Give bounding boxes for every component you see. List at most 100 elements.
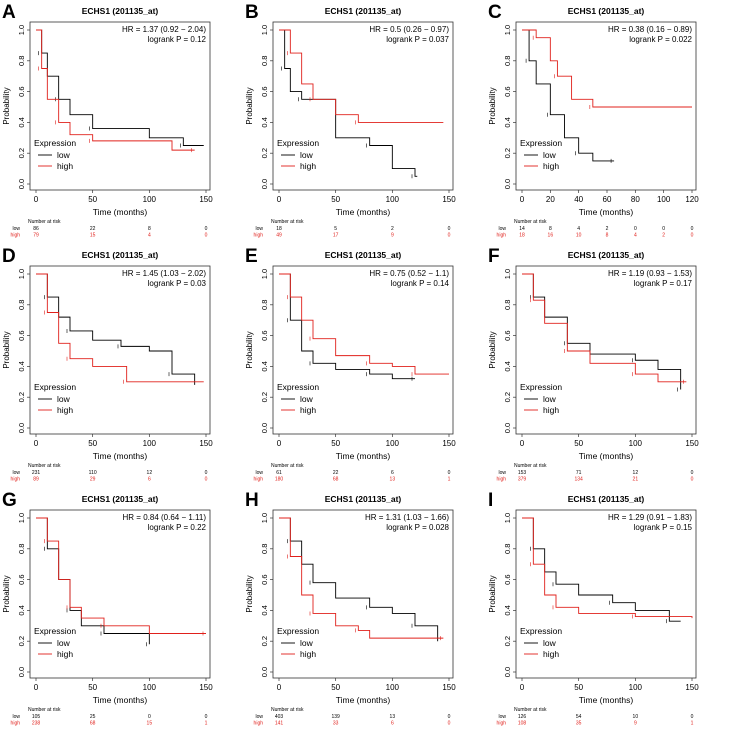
hazard-ratio-text: HR = 0.84 (0.64 − 1.11) (123, 513, 207, 522)
risk-count-low: 12 (147, 470, 153, 476)
y-tick-label: 0.0 (17, 667, 26, 677)
y-tick-label: 0.6 (17, 86, 26, 96)
risk-count-high: 35 (576, 721, 582, 727)
logrank-p-text: logrank P = 0.037 (386, 35, 449, 44)
risk-count-low: 0 (634, 226, 637, 232)
y-tick-label: 0.4 (260, 605, 269, 615)
risk-count-high: 10 (576, 233, 582, 239)
risk-count-low: 0 (691, 470, 694, 476)
y-tick-label: 0.2 (503, 392, 512, 402)
risk-count-high: 6 (391, 721, 394, 727)
km-curve-high (36, 29, 195, 151)
risk-count-high: 9 (391, 233, 394, 239)
x-tick-label: 120 (685, 195, 699, 204)
y-tick-label: 0.6 (260, 86, 269, 96)
legend-title: Expression (34, 138, 76, 148)
km-panel-c: C ECHS1 (201135_at) 0.0 0.2 0.4 0.6 0.8 1.0 Prob… (488, 2, 699, 239)
x-tick-label: 150 (199, 683, 213, 692)
y-tick-label: 0.8 (260, 56, 269, 66)
risk-row-label-high: high (11, 477, 21, 483)
risk-count-high: 33 (333, 721, 339, 727)
y-axis-label: Probability (245, 331, 254, 368)
y-axis-label: Probability (245, 87, 254, 124)
risk-count-high: 0 (448, 233, 451, 239)
legend-title: Expression (277, 626, 319, 636)
risk-table-title: Number at risk (28, 219, 61, 225)
y-tick-label: 1.0 (17, 513, 26, 523)
x-tick-label: 50 (574, 439, 583, 448)
risk-table-title: Number at risk (28, 463, 61, 469)
km-panel-b: B ECHS1 (201135_at) 0.0 0.2 0.4 0.6 0.8 1.0 Prob… (245, 2, 456, 239)
chart-title: ECHS1 (201135_at) (82, 494, 159, 504)
risk-count-high: 1 (691, 721, 694, 727)
risk-count-low: 153 (518, 470, 527, 476)
risk-count-low: 231 (32, 470, 41, 476)
risk-row-label-high: high (254, 721, 264, 727)
risk-count-low: 12 (633, 470, 639, 476)
y-axis-label: Probability (488, 331, 497, 368)
panel-letter: D (2, 246, 16, 267)
risk-count-high: 0 (691, 477, 694, 483)
legend-title: Expression (34, 626, 76, 636)
x-tick-label: 50 (88, 195, 97, 204)
plot-frame (272, 265, 454, 435)
x-tick-label: 150 (199, 195, 213, 204)
y-axis-label: Probability (245, 575, 254, 612)
x-axis-label: Time (months) (579, 207, 634, 217)
chart-title: ECHS1 (201135_at) (568, 250, 645, 260)
risk-row-label-high: high (254, 477, 264, 483)
risk-row-label-high: high (11, 721, 21, 727)
km-curve-high (522, 273, 687, 383)
chart-title: ECHS1 (201135_at) (568, 494, 645, 504)
risk-row-label-low: low (498, 714, 506, 720)
risk-count-low: 0 (448, 226, 451, 232)
y-tick-label: 1.0 (503, 25, 512, 35)
risk-count-high: 108 (518, 721, 527, 727)
risk-count-high: 2 (662, 233, 665, 239)
x-axis-label: Time (months) (93, 451, 148, 461)
km-curve-low (522, 517, 681, 622)
y-tick-label: 0.2 (17, 148, 26, 158)
risk-count-low: 0 (205, 714, 208, 720)
km-curve-high (279, 273, 449, 375)
y-tick-label: 1.0 (503, 513, 512, 523)
x-tick-label: 50 (331, 195, 340, 204)
km-panel-g: G ECHS1 (201135_at) 0.0 0.2 0.4 0.6 0.8 1.0 Prob… (2, 490, 213, 727)
risk-count-low: 0 (148, 714, 151, 720)
legend-title: Expression (520, 626, 562, 636)
risk-count-low: 0 (448, 714, 451, 720)
risk-count-low: 4 (577, 226, 580, 232)
risk-count-low: 10 (633, 714, 639, 720)
panel-letter: I (488, 490, 493, 511)
logrank-p-text: logrank P = 0.028 (386, 523, 449, 532)
km-panel-d: D ECHS1 (201135_at) 0.0 0.2 0.4 0.6 0.8 1.0 Prob… (2, 246, 213, 483)
legend-title: Expression (277, 382, 319, 392)
risk-table-title: Number at risk (514, 707, 547, 713)
y-axis-label: Probability (2, 87, 11, 124)
logrank-p-text: logrank P = 0.22 (148, 523, 207, 532)
legend-label-low: low (543, 394, 557, 404)
legend-title: Expression (520, 138, 562, 148)
x-tick-label: 100 (143, 195, 157, 204)
logrank-p-text: logrank P = 0.17 (634, 279, 693, 288)
x-tick-label: 50 (574, 683, 583, 692)
risk-count-low: 139 (331, 714, 340, 720)
y-tick-label: 0.6 (17, 574, 26, 584)
risk-count-low: 14 (519, 226, 525, 232)
y-tick-label: 0.2 (260, 636, 269, 646)
hazard-ratio-text: HR = 1.29 (0.91 − 1.83) (608, 513, 692, 522)
y-tick-label: 1.0 (260, 269, 269, 279)
x-tick-label: 150 (685, 439, 699, 448)
legend-label-low: low (543, 638, 557, 648)
x-tick-label: 50 (331, 683, 340, 692)
risk-count-low: 0 (205, 226, 208, 232)
panel-letter: A (2, 2, 16, 23)
plot-frame (272, 509, 454, 679)
hazard-ratio-text: HR = 0.75 (0.52 − 1.1) (369, 269, 449, 278)
risk-row-label-low: low (255, 226, 263, 232)
km-curve-high (36, 517, 206, 634)
y-tick-label: 0.2 (17, 636, 26, 646)
y-tick-label: 0.8 (260, 544, 269, 554)
risk-count-high: 4 (148, 233, 151, 239)
